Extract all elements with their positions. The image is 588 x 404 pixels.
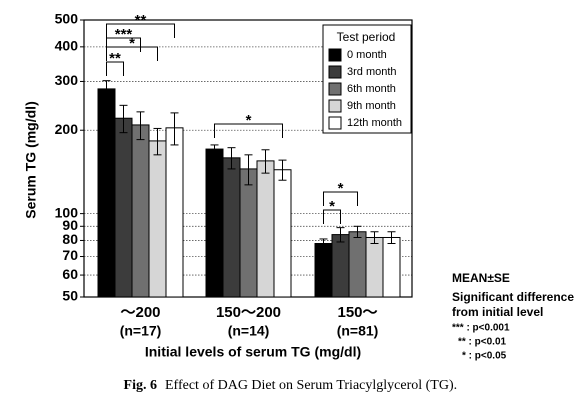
x-tick-note: (n=81) xyxy=(337,323,379,339)
significance-label: ** xyxy=(135,12,147,29)
bar xyxy=(348,231,367,298)
bar xyxy=(114,117,133,298)
bar xyxy=(97,88,116,298)
caption: Effect of DAG Diet on Serum Triacylglyce… xyxy=(165,378,457,393)
y-tick-label: 500 xyxy=(55,11,79,27)
bar xyxy=(331,234,350,298)
x-tick-note: (n=17) xyxy=(120,323,162,339)
bar xyxy=(314,243,333,298)
bar xyxy=(239,168,258,298)
legend-swatch xyxy=(328,65,342,79)
bar xyxy=(165,127,184,298)
significance-bracket xyxy=(106,46,158,61)
significance-label: * xyxy=(338,180,344,197)
note: *** : p<0.001 xyxy=(452,323,510,334)
legend-swatch xyxy=(328,99,342,113)
x-axis-title: Initial levels of serum TG (mg/dl) xyxy=(145,344,361,360)
note: * : p<0.05 xyxy=(462,351,507,362)
legend-label: 3rd month xyxy=(347,66,397,78)
y-tick-label: 60 xyxy=(62,266,78,282)
x-tick-label: 150～ xyxy=(337,304,377,321)
bar xyxy=(382,236,401,298)
legend-label: 0 month xyxy=(347,49,387,61)
legend-swatch xyxy=(328,48,342,62)
figure-label: Fig. 6 xyxy=(124,378,157,393)
bar xyxy=(365,236,384,298)
bar xyxy=(222,157,241,298)
significance-label: * xyxy=(129,35,135,52)
y-tick-label: 200 xyxy=(55,121,79,137)
x-tick-label: 150～200 xyxy=(216,304,281,321)
y-tick-label: 400 xyxy=(55,38,79,54)
y-tick-label: 50 xyxy=(62,288,78,304)
significance-label: *** xyxy=(115,26,133,43)
y-tick-label: 80 xyxy=(62,231,78,247)
note: from initial level xyxy=(452,305,543,319)
note: MEAN±SE xyxy=(452,271,510,285)
significance-bracket xyxy=(106,23,175,38)
bar xyxy=(131,124,150,298)
legend-label: 12th month xyxy=(347,117,402,129)
significance-label: * xyxy=(246,112,252,129)
significance-bracket xyxy=(214,123,283,138)
significance-bracket xyxy=(106,61,124,76)
significance-label: ** xyxy=(109,50,121,67)
legend-swatch xyxy=(328,116,342,130)
legend-swatch xyxy=(328,82,342,96)
significance-label: * xyxy=(329,198,335,215)
y-tick-label: 90 xyxy=(62,217,78,233)
note: ** : p<0.01 xyxy=(458,337,507,348)
significance-bracket xyxy=(106,37,141,52)
y-axis-title: Serum TG (mg/dl) xyxy=(23,101,39,218)
bar xyxy=(148,140,167,298)
note: Significant difference xyxy=(452,290,574,304)
bar xyxy=(205,148,224,298)
legend-box xyxy=(322,24,412,134)
legend-title: Test period xyxy=(337,30,396,44)
significance-bracket xyxy=(323,191,358,206)
legend-label: 9th month xyxy=(347,100,396,112)
y-tick-label: 300 xyxy=(55,72,79,88)
bar xyxy=(273,169,292,298)
legend-label: 6th month xyxy=(347,83,396,95)
bar xyxy=(256,160,275,298)
y-tick-label: 70 xyxy=(62,247,78,263)
significance-bracket xyxy=(323,209,341,224)
x-tick-note: (n=14) xyxy=(228,323,270,339)
x-tick-label: ～200 xyxy=(120,304,160,321)
y-tick-label: 100 xyxy=(55,204,79,220)
